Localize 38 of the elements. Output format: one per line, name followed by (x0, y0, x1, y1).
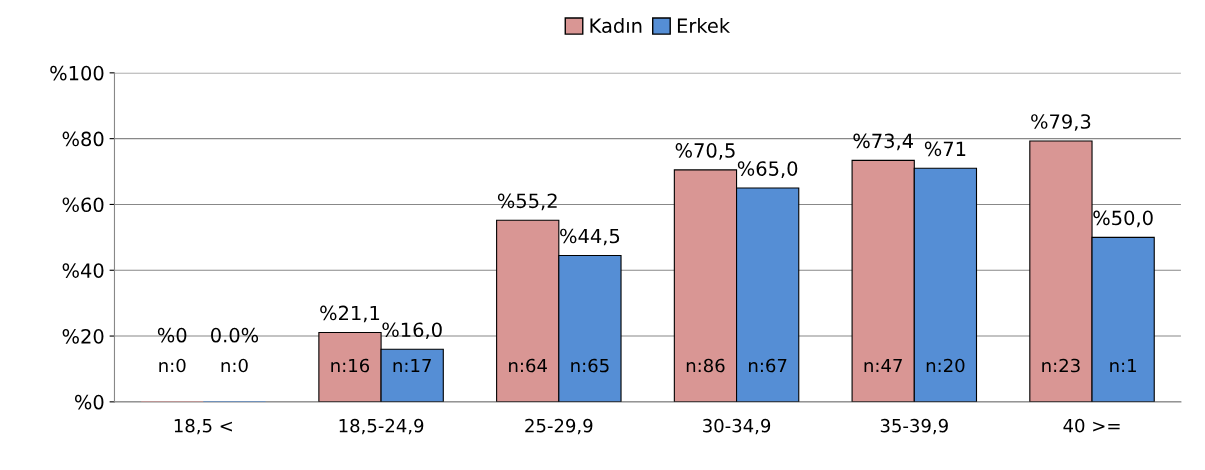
data-label: %16,0 (382, 322, 442, 340)
annotation: n:23 (1042, 358, 1080, 373)
x-tick-label: 18,5 < (174, 418, 232, 435)
legend-label: Erkek (677, 17, 731, 34)
x-tick-label: 30-34,9 (703, 418, 771, 435)
y-tick-label: %60 (62, 197, 104, 213)
y-tick-label: %40 (62, 263, 104, 278)
annotation: n:47 (864, 358, 902, 373)
data-label: %0 (157, 327, 187, 343)
data-label: %44,5 (560, 228, 620, 246)
annotation: n:0 (159, 358, 186, 373)
y-tick-label: %0 (74, 394, 104, 410)
annotation: n:67 (749, 358, 787, 373)
data-label: %21,1 (320, 305, 380, 323)
y-tick-label: %100 (50, 65, 104, 81)
y-tick-label: %20 (62, 329, 104, 344)
annotation: n:86 (686, 358, 725, 373)
data-label: %71 (924, 141, 966, 157)
annotation: n:17 (393, 358, 431, 373)
x-tick-label: 40 >= (1063, 418, 1120, 433)
data-label: %50,0 (1093, 210, 1153, 228)
data-label: %70,5 (675, 143, 735, 160)
x-tick-label: 18,5-24,9 (339, 418, 424, 435)
data-label: %79,3 (1031, 114, 1091, 131)
annotation: n:0 (221, 358, 248, 373)
data-label: %73,4 (853, 133, 913, 151)
annotation: n:64 (509, 358, 547, 373)
data-label: 0.0% (211, 327, 259, 343)
annotation: n:65 (571, 358, 609, 373)
annotation: n:16 (331, 358, 370, 373)
legend-label: Kadın (590, 17, 642, 34)
x-tick-label: 35-39,9 (880, 418, 948, 435)
x-tick-label: 25-29,9 (525, 418, 593, 435)
data-label: %55,2 (497, 193, 557, 211)
data-label: %65,0 (737, 161, 798, 178)
annotation: n:20 (926, 358, 965, 373)
annotation: n:1 (1110, 358, 1136, 373)
y-tick-label: %80 (62, 131, 104, 147)
